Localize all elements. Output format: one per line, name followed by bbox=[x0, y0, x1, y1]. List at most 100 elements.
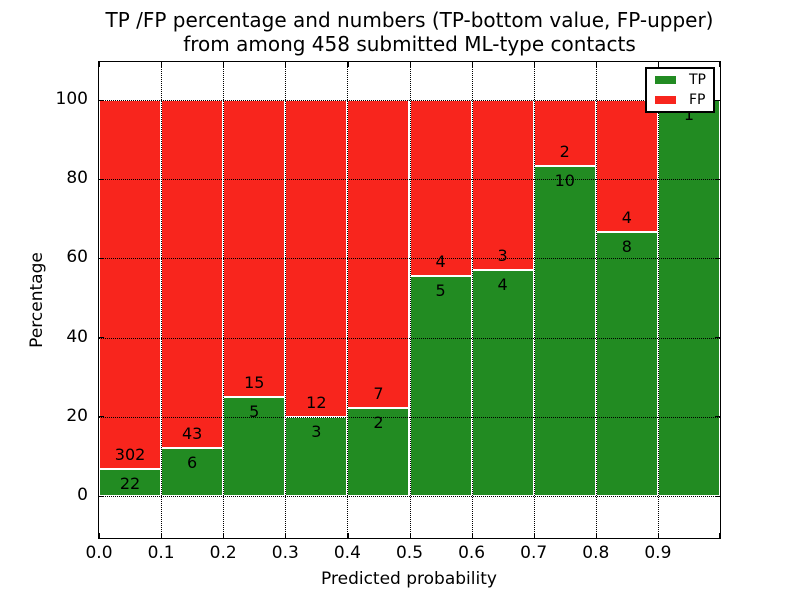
tp-count-label-5: 5 bbox=[435, 280, 446, 300]
y-tick-left-20 bbox=[99, 416, 104, 418]
x-tick-top-4 bbox=[347, 62, 349, 67]
fp-count-label-6: 3 bbox=[497, 245, 508, 265]
legend: TP FP bbox=[645, 67, 715, 113]
y-tick-left-80 bbox=[99, 178, 104, 180]
bar-segment-tp-0 bbox=[99, 469, 162, 496]
x-tick-top-10 bbox=[718, 62, 720, 67]
y-tick-left-0 bbox=[99, 495, 104, 497]
x-tick-bottom-7 bbox=[533, 533, 535, 538]
bar-segment-fp-4 bbox=[347, 100, 410, 408]
chart-title: TP /FP percentage and numbers (TP-bottom… bbox=[98, 8, 721, 56]
bar-segment-fp-1 bbox=[161, 100, 224, 448]
x-axis-title: Predicted probability bbox=[321, 569, 497, 589]
x-tick-label-8: 0.8 bbox=[582, 543, 610, 563]
legend-row-tp: TP bbox=[647, 72, 713, 88]
y-tick-right-60 bbox=[715, 257, 720, 260]
y-tick-left-60 bbox=[99, 257, 104, 260]
bar-segment-tp-5 bbox=[409, 275, 472, 496]
bar-segment-fp-6 bbox=[471, 100, 534, 270]
tp-count-label-7: 10 bbox=[554, 171, 575, 190]
chart-title-line1: TP /FP percentage and numbers (TP-bottom… bbox=[105, 8, 714, 32]
y-tick-right-40 bbox=[715, 337, 720, 339]
bar-segment-tp-8 bbox=[595, 231, 658, 496]
y-tick-label-100: 100 bbox=[55, 89, 88, 109]
x-tick-label-3: 0.3 bbox=[271, 543, 299, 563]
x-tick-bottom-2 bbox=[223, 533, 225, 538]
x-tick-top-0 bbox=[99, 62, 101, 67]
v-gridline-2 bbox=[223, 62, 225, 538]
x-tick-bottom-6 bbox=[471, 533, 473, 538]
x-tick-label-2: 0.2 bbox=[209, 543, 237, 563]
y-tick-label-20: 20 bbox=[66, 405, 88, 426]
bar-segment-tp-9 bbox=[657, 100, 720, 496]
x-tick-label-4: 0.4 bbox=[333, 543, 361, 563]
tp-count-label-0: 22 bbox=[119, 474, 141, 494]
v-gridline-5 bbox=[409, 62, 411, 538]
x-tick-label-7: 0.7 bbox=[520, 543, 548, 563]
x-tick-label-1: 0.1 bbox=[147, 543, 175, 563]
fp-legend-label: FP bbox=[689, 92, 706, 108]
bar-segment-tp-6 bbox=[471, 269, 534, 496]
x-tick-bottom-9 bbox=[657, 533, 660, 538]
v-gridline-9 bbox=[657, 62, 659, 538]
y-tick-label-40: 40 bbox=[66, 326, 88, 347]
x-tick-top-1 bbox=[161, 62, 163, 67]
x-tick-top-2 bbox=[223, 62, 225, 67]
x-tick-top-6 bbox=[471, 62, 473, 67]
y-tick-right-80 bbox=[715, 178, 720, 180]
x-tick-bottom-10 bbox=[718, 533, 720, 538]
x-tick-bottom-3 bbox=[285, 533, 287, 538]
x-tick-bottom-5 bbox=[409, 533, 411, 538]
x-tick-label-9: 0.9 bbox=[644, 543, 672, 563]
v-gridline-3 bbox=[285, 62, 287, 538]
tp-count-label-4: 2 bbox=[373, 413, 384, 432]
fp-legend-swatch bbox=[655, 96, 676, 104]
v-gridline-8 bbox=[595, 62, 597, 538]
tp-legend-label: TP bbox=[689, 72, 706, 88]
fp-count-label-5: 4 bbox=[435, 251, 446, 271]
x-tick-top-9 bbox=[657, 62, 660, 67]
tp-count-label-8: 8 bbox=[621, 236, 632, 256]
x-tick-bottom-8 bbox=[595, 533, 597, 538]
plot-area: 302 22 43 6 15 5 12 3 7 2 4 5 3 4 2 10 4 8 1 TP FP bbox=[98, 61, 721, 539]
tp-count-label-6: 4 bbox=[497, 274, 508, 294]
y-tick-label-80: 80 bbox=[66, 168, 88, 189]
v-gridline-7 bbox=[533, 62, 535, 538]
x-tick-top-8 bbox=[595, 62, 597, 67]
fp-count-label-0: 302 bbox=[114, 445, 146, 465]
fp-count-label-3: 12 bbox=[306, 392, 327, 412]
x-tick-label-5: 0.5 bbox=[395, 543, 424, 563]
y-tick-label-0: 0 bbox=[77, 485, 88, 505]
x-tick-top-5 bbox=[409, 62, 411, 67]
y-tick-left-40 bbox=[99, 337, 104, 339]
bar-segment-tp-7 bbox=[533, 166, 596, 496]
y-tick-left-100 bbox=[99, 99, 104, 101]
x-tick-bottom-1 bbox=[161, 533, 163, 538]
tp-legend-swatch bbox=[655, 76, 676, 84]
y-tick-label-60: 60 bbox=[66, 247, 88, 268]
chart-title-line2: from among 458 submitted ML-type contact… bbox=[183, 32, 636, 56]
tp-count-label-1: 6 bbox=[187, 452, 198, 472]
x-tick-bottom-4 bbox=[347, 533, 349, 538]
x-tick-top-7 bbox=[533, 62, 535, 67]
fp-count-label-7: 2 bbox=[559, 142, 570, 161]
tp-count-label-2: 5 bbox=[249, 402, 260, 421]
y-tick-right-100 bbox=[715, 99, 720, 101]
y-tick-right-20 bbox=[715, 416, 720, 418]
v-gridline-1 bbox=[161, 62, 163, 538]
bar-segment-fp-2 bbox=[223, 100, 286, 397]
tp-count-label-9: 1 bbox=[683, 105, 695, 124]
fp-count-label-1: 43 bbox=[181, 423, 203, 443]
tp-count-label-3: 3 bbox=[311, 421, 322, 441]
legend-row-fp: FP bbox=[647, 92, 713, 108]
fp-count-label-8: 4 bbox=[621, 207, 632, 227]
fp-count-label-4: 7 bbox=[373, 384, 384, 403]
v-gridline-6 bbox=[471, 62, 473, 538]
x-tick-top-3 bbox=[285, 62, 287, 67]
x-tick-label-6: 0.6 bbox=[458, 543, 486, 563]
v-gridline-4 bbox=[347, 62, 349, 538]
fp-count-label-2: 15 bbox=[244, 373, 265, 392]
bar-segment-fp-5 bbox=[409, 100, 472, 276]
x-tick-label-0: 0.0 bbox=[85, 543, 113, 563]
